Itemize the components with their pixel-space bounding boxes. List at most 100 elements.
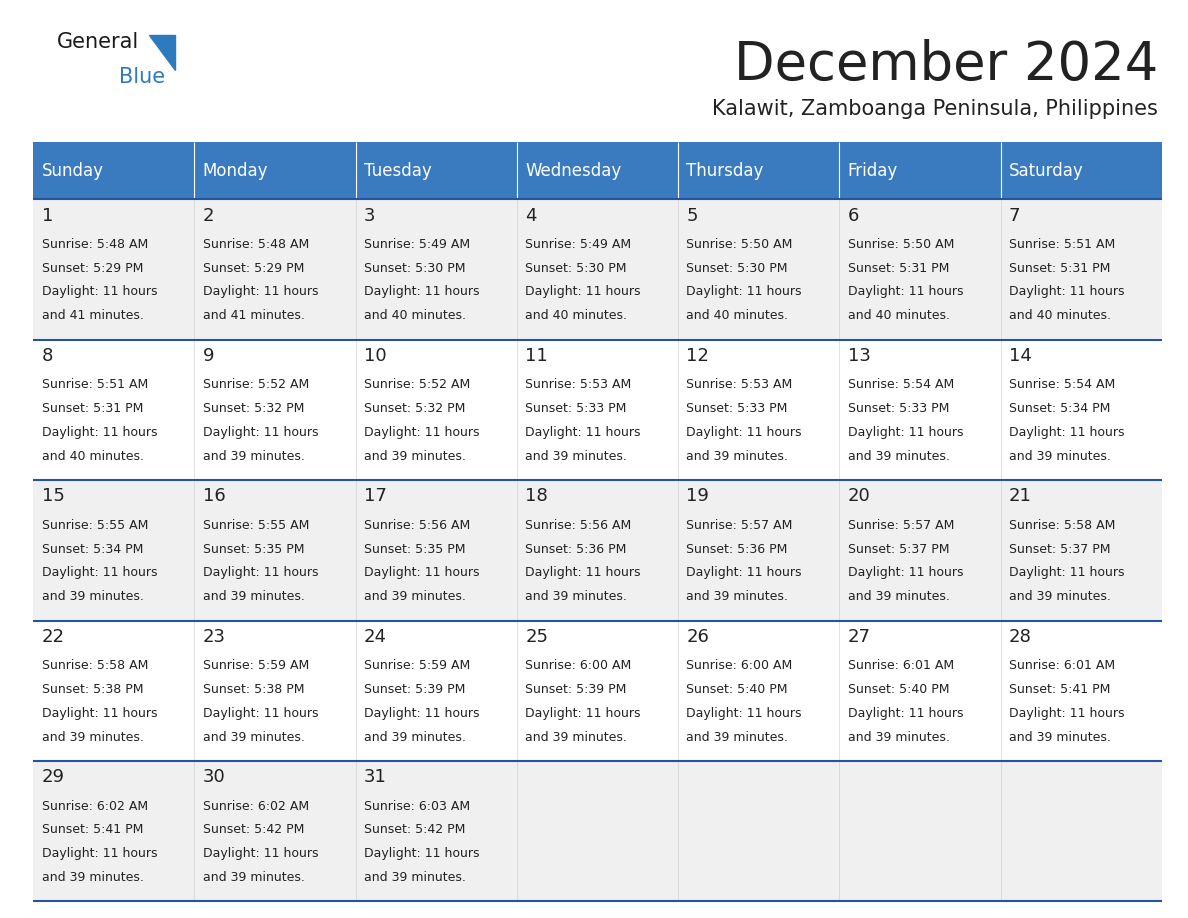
Text: Daylight: 11 hours: Daylight: 11 hours [1009, 566, 1125, 579]
Text: Sunset: 5:40 PM: Sunset: 5:40 PM [848, 683, 949, 696]
Text: and 40 minutes.: and 40 minutes. [364, 309, 466, 322]
Text: Sunrise: 5:53 AM: Sunrise: 5:53 AM [687, 378, 792, 391]
Text: 27: 27 [848, 628, 871, 646]
Text: Sunrise: 5:55 AM: Sunrise: 5:55 AM [42, 519, 148, 532]
Text: and 39 minutes.: and 39 minutes. [42, 731, 144, 744]
Text: Daylight: 11 hours: Daylight: 11 hours [848, 426, 963, 439]
Text: Sunset: 5:31 PM: Sunset: 5:31 PM [848, 262, 949, 274]
Text: and 41 minutes.: and 41 minutes. [203, 309, 304, 322]
Text: 4: 4 [525, 207, 537, 225]
Text: Sunrise: 6:01 AM: Sunrise: 6:01 AM [848, 659, 954, 672]
Text: and 39 minutes.: and 39 minutes. [525, 450, 627, 463]
Text: Daylight: 11 hours: Daylight: 11 hours [364, 426, 480, 439]
Text: December 2024: December 2024 [734, 39, 1158, 91]
Text: Daylight: 11 hours: Daylight: 11 hours [525, 707, 640, 720]
Text: Blue: Blue [119, 67, 165, 87]
Text: Sunset: 5:37 PM: Sunset: 5:37 PM [848, 543, 949, 555]
Text: and 39 minutes.: and 39 minutes. [525, 590, 627, 603]
Text: Daylight: 11 hours: Daylight: 11 hours [687, 285, 802, 298]
Text: and 39 minutes.: and 39 minutes. [687, 450, 789, 463]
Text: Friday: Friday [848, 162, 898, 180]
Text: 22: 22 [42, 628, 64, 646]
Text: Sunrise: 5:50 AM: Sunrise: 5:50 AM [687, 238, 792, 251]
Text: and 39 minutes.: and 39 minutes. [364, 871, 466, 884]
Text: 9: 9 [203, 347, 214, 365]
Text: Sunrise: 5:54 AM: Sunrise: 5:54 AM [848, 378, 954, 391]
Text: Sunrise: 6:00 AM: Sunrise: 6:00 AM [687, 659, 792, 672]
Text: Sunset: 5:41 PM: Sunset: 5:41 PM [42, 823, 143, 836]
Text: Sunset: 5:29 PM: Sunset: 5:29 PM [203, 262, 304, 274]
Text: Sunset: 5:31 PM: Sunset: 5:31 PM [1009, 262, 1111, 274]
Text: and 39 minutes.: and 39 minutes. [848, 731, 949, 744]
Text: 16: 16 [203, 487, 226, 506]
Text: 13: 13 [848, 347, 871, 365]
Text: Kalawit, Zamboanga Peninsula, Philippines: Kalawit, Zamboanga Peninsula, Philippine… [713, 99, 1158, 119]
Text: Sunrise: 5:56 AM: Sunrise: 5:56 AM [525, 519, 632, 532]
Text: 29: 29 [42, 768, 64, 787]
Text: and 39 minutes.: and 39 minutes. [203, 450, 304, 463]
Text: Daylight: 11 hours: Daylight: 11 hours [203, 847, 318, 860]
Text: Sunrise: 5:58 AM: Sunrise: 5:58 AM [42, 659, 148, 672]
Text: 19: 19 [687, 487, 709, 506]
Text: and 39 minutes.: and 39 minutes. [364, 450, 466, 463]
Text: 6: 6 [848, 207, 859, 225]
Text: and 39 minutes.: and 39 minutes. [687, 590, 789, 603]
Text: 31: 31 [364, 768, 387, 787]
Text: Sunrise: 5:54 AM: Sunrise: 5:54 AM [1009, 378, 1116, 391]
Text: Sunset: 5:34 PM: Sunset: 5:34 PM [42, 543, 143, 555]
Text: and 40 minutes.: and 40 minutes. [42, 450, 144, 463]
Text: Sunrise: 5:50 AM: Sunrise: 5:50 AM [848, 238, 954, 251]
Text: and 39 minutes.: and 39 minutes. [1009, 590, 1111, 603]
Text: Sunset: 5:33 PM: Sunset: 5:33 PM [525, 402, 626, 415]
Text: Sunset: 5:29 PM: Sunset: 5:29 PM [42, 262, 143, 274]
Text: Sunset: 5:35 PM: Sunset: 5:35 PM [203, 543, 304, 555]
Text: 26: 26 [687, 628, 709, 646]
Text: 24: 24 [364, 628, 387, 646]
Text: 2: 2 [203, 207, 214, 225]
Text: Daylight: 11 hours: Daylight: 11 hours [42, 285, 157, 298]
Text: and 41 minutes.: and 41 minutes. [42, 309, 144, 322]
Text: Monday: Monday [203, 162, 268, 180]
Text: 1: 1 [42, 207, 53, 225]
Text: Sunset: 5:35 PM: Sunset: 5:35 PM [364, 543, 466, 555]
Text: Sunrise: 5:52 AM: Sunrise: 5:52 AM [364, 378, 470, 391]
Text: Sunset: 5:33 PM: Sunset: 5:33 PM [687, 402, 788, 415]
Text: Daylight: 11 hours: Daylight: 11 hours [687, 566, 802, 579]
Text: 12: 12 [687, 347, 709, 365]
Polygon shape [148, 35, 175, 70]
Text: Daylight: 11 hours: Daylight: 11 hours [42, 566, 157, 579]
Text: Sunset: 5:30 PM: Sunset: 5:30 PM [687, 262, 788, 274]
Text: Daylight: 11 hours: Daylight: 11 hours [1009, 707, 1125, 720]
Text: 28: 28 [1009, 628, 1032, 646]
Text: Daylight: 11 hours: Daylight: 11 hours [848, 707, 963, 720]
Text: Daylight: 11 hours: Daylight: 11 hours [203, 707, 318, 720]
Text: and 39 minutes.: and 39 minutes. [848, 590, 949, 603]
Text: 15: 15 [42, 487, 64, 506]
Text: Sunset: 5:32 PM: Sunset: 5:32 PM [364, 402, 466, 415]
Text: Sunrise: 5:49 AM: Sunrise: 5:49 AM [525, 238, 631, 251]
Text: Sunrise: 6:02 AM: Sunrise: 6:02 AM [42, 800, 147, 812]
Text: Daylight: 11 hours: Daylight: 11 hours [1009, 426, 1125, 439]
Bar [33, 761, 1162, 901]
Text: and 39 minutes.: and 39 minutes. [1009, 731, 1111, 744]
Text: Sunset: 5:36 PM: Sunset: 5:36 PM [687, 543, 788, 555]
Text: Daylight: 11 hours: Daylight: 11 hours [364, 566, 480, 579]
Text: Daylight: 11 hours: Daylight: 11 hours [687, 707, 802, 720]
Text: Thursday: Thursday [687, 162, 764, 180]
Text: Daylight: 11 hours: Daylight: 11 hours [848, 566, 963, 579]
Text: 11: 11 [525, 347, 548, 365]
Text: Sunrise: 5:57 AM: Sunrise: 5:57 AM [687, 519, 792, 532]
Text: Sunset: 5:40 PM: Sunset: 5:40 PM [687, 683, 788, 696]
Text: Sunrise: 5:51 AM: Sunrise: 5:51 AM [42, 378, 147, 391]
Text: and 39 minutes.: and 39 minutes. [364, 590, 466, 603]
Text: Sunrise: 6:00 AM: Sunrise: 6:00 AM [525, 659, 632, 672]
Text: Daylight: 11 hours: Daylight: 11 hours [203, 426, 318, 439]
Text: Sunset: 5:38 PM: Sunset: 5:38 PM [42, 683, 143, 696]
Text: Sunset: 5:37 PM: Sunset: 5:37 PM [1009, 543, 1111, 555]
Text: Daylight: 11 hours: Daylight: 11 hours [525, 426, 640, 439]
Text: Sunrise: 6:02 AM: Sunrise: 6:02 AM [203, 800, 309, 812]
Bar [33, 621, 1162, 761]
Text: Saturday: Saturday [1009, 162, 1083, 180]
Text: Sunset: 5:38 PM: Sunset: 5:38 PM [203, 683, 304, 696]
Text: Daylight: 11 hours: Daylight: 11 hours [687, 426, 802, 439]
